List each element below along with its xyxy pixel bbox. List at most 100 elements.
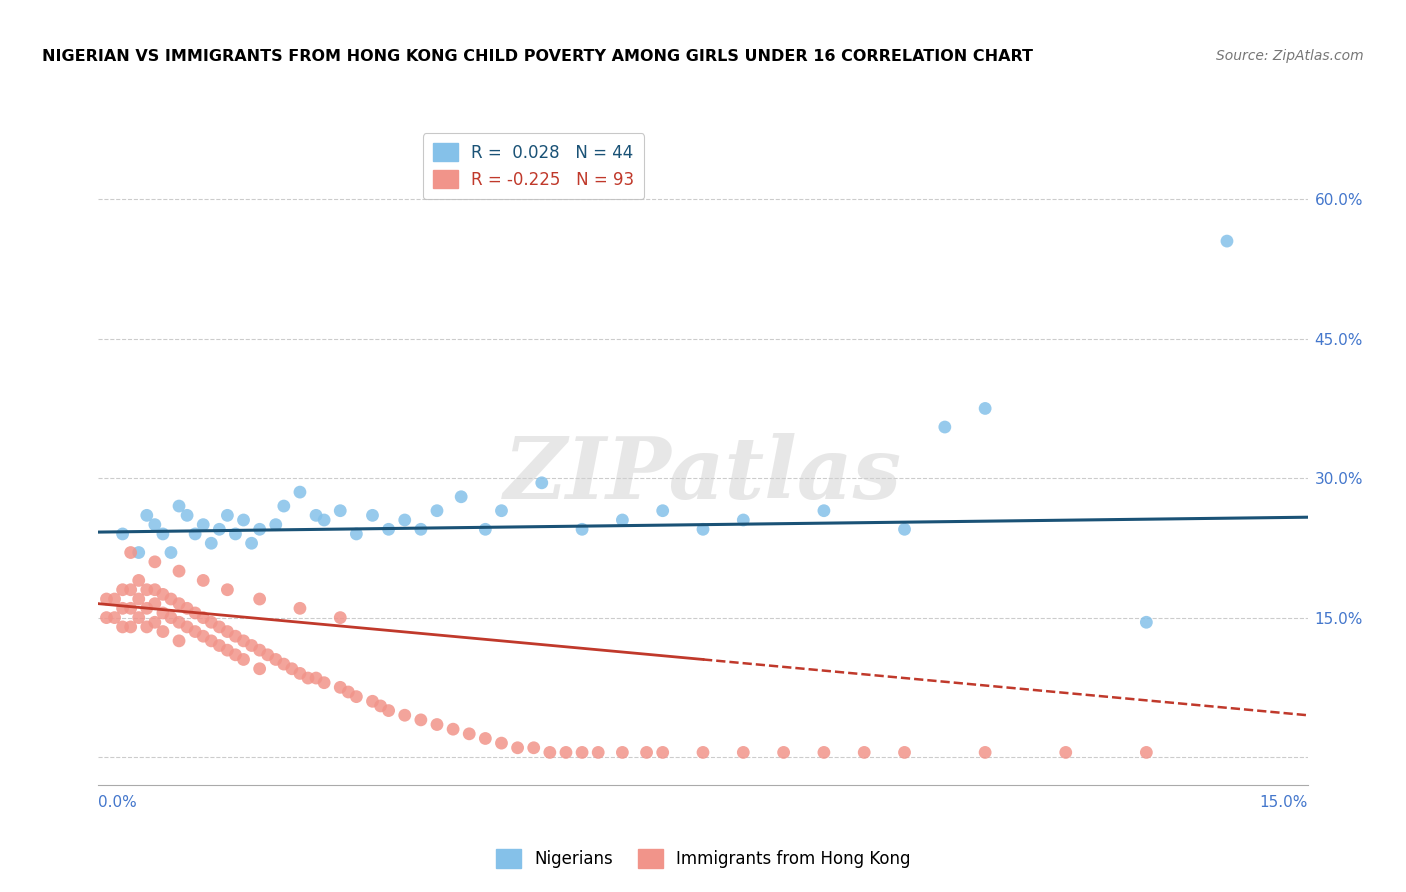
Point bbox=[143, 517, 166, 532]
Point bbox=[224, 648, 246, 662]
Point bbox=[853, 746, 876, 760]
Point bbox=[135, 601, 157, 615]
Point bbox=[160, 545, 183, 559]
Point bbox=[120, 601, 142, 615]
Point bbox=[120, 620, 142, 634]
Point bbox=[143, 615, 166, 630]
Point bbox=[111, 527, 134, 541]
Point bbox=[111, 582, 134, 597]
Point bbox=[217, 624, 239, 639]
Point bbox=[329, 681, 352, 695]
Point bbox=[135, 620, 157, 634]
Point bbox=[692, 746, 714, 760]
Point bbox=[934, 420, 956, 434]
Point bbox=[128, 610, 150, 624]
Point bbox=[249, 592, 271, 607]
Point bbox=[96, 592, 118, 607]
Point bbox=[733, 513, 755, 527]
Point bbox=[240, 639, 263, 653]
Point bbox=[636, 746, 658, 760]
Point bbox=[167, 597, 190, 611]
Point bbox=[1135, 746, 1157, 760]
Point bbox=[651, 746, 673, 760]
Point bbox=[111, 620, 134, 634]
Point bbox=[96, 610, 118, 624]
Point bbox=[474, 522, 496, 536]
Point bbox=[426, 504, 449, 518]
Point bbox=[314, 675, 336, 690]
Point bbox=[217, 508, 239, 523]
Point bbox=[184, 527, 207, 541]
Point bbox=[152, 587, 174, 601]
Point bbox=[152, 606, 174, 620]
Point bbox=[571, 746, 593, 760]
Point bbox=[394, 708, 416, 723]
Point bbox=[249, 522, 271, 536]
Point bbox=[160, 592, 183, 607]
Point bbox=[176, 508, 198, 523]
Point bbox=[184, 624, 207, 639]
Point bbox=[1054, 746, 1077, 760]
Text: 15.0%: 15.0% bbox=[1260, 796, 1308, 810]
Point bbox=[314, 513, 336, 527]
Point bbox=[273, 657, 295, 672]
Point bbox=[200, 615, 222, 630]
Point bbox=[506, 740, 529, 755]
Point bbox=[103, 610, 125, 624]
Point bbox=[612, 746, 634, 760]
Point bbox=[193, 629, 215, 643]
Point bbox=[193, 574, 215, 588]
Point bbox=[167, 564, 190, 578]
Point bbox=[176, 601, 198, 615]
Point bbox=[200, 536, 222, 550]
Point bbox=[120, 582, 142, 597]
Point bbox=[337, 685, 360, 699]
Point bbox=[193, 517, 215, 532]
Point bbox=[1216, 234, 1239, 248]
Point bbox=[167, 633, 190, 648]
Point bbox=[249, 643, 271, 657]
Point bbox=[167, 615, 190, 630]
Text: Source: ZipAtlas.com: Source: ZipAtlas.com bbox=[1216, 49, 1364, 63]
Point bbox=[232, 633, 254, 648]
Point bbox=[692, 522, 714, 536]
Point bbox=[135, 508, 157, 523]
Point bbox=[217, 582, 239, 597]
Point bbox=[152, 624, 174, 639]
Point bbox=[200, 633, 222, 648]
Point bbox=[1135, 615, 1157, 630]
Point bbox=[281, 662, 304, 676]
Point bbox=[208, 639, 231, 653]
Point bbox=[128, 574, 150, 588]
Point bbox=[111, 601, 134, 615]
Point bbox=[974, 746, 997, 760]
Point bbox=[329, 610, 352, 624]
Point bbox=[176, 620, 198, 634]
Point bbox=[135, 582, 157, 597]
Point bbox=[264, 652, 287, 666]
Point bbox=[143, 597, 166, 611]
Point bbox=[377, 704, 399, 718]
Point bbox=[394, 513, 416, 527]
Point bbox=[491, 736, 513, 750]
Point bbox=[458, 727, 481, 741]
Point bbox=[167, 499, 190, 513]
Point bbox=[426, 717, 449, 731]
Point bbox=[143, 555, 166, 569]
Point bbox=[538, 746, 561, 760]
Legend: Nigerians, Immigrants from Hong Kong: Nigerians, Immigrants from Hong Kong bbox=[489, 843, 917, 875]
Point bbox=[264, 517, 287, 532]
Point bbox=[733, 746, 755, 760]
Point bbox=[361, 694, 384, 708]
Point bbox=[893, 522, 915, 536]
Text: NIGERIAN VS IMMIGRANTS FROM HONG KONG CHILD POVERTY AMONG GIRLS UNDER 16 CORRELA: NIGERIAN VS IMMIGRANTS FROM HONG KONG CH… bbox=[42, 49, 1033, 64]
Point bbox=[208, 620, 231, 634]
Point bbox=[120, 545, 142, 559]
Point bbox=[217, 643, 239, 657]
Point bbox=[143, 582, 166, 597]
Point bbox=[288, 485, 311, 500]
Point bbox=[344, 527, 367, 541]
Point bbox=[571, 522, 593, 536]
Point bbox=[441, 722, 464, 736]
Point bbox=[249, 662, 271, 676]
